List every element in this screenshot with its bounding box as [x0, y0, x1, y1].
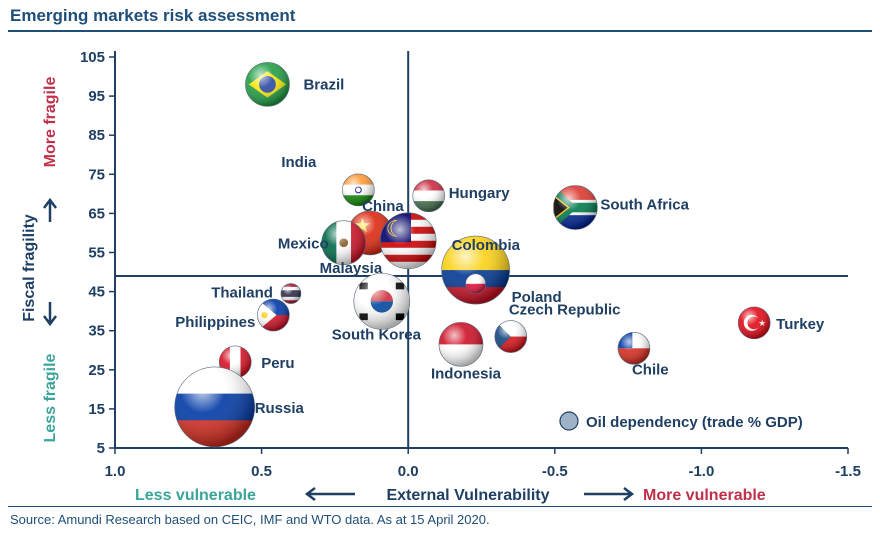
point-label-poland: Poland: [512, 289, 562, 306]
point-label-southkorea: South Korea: [332, 326, 422, 343]
point-label-chile: Chile: [632, 361, 669, 378]
data-point-india: [342, 173, 375, 207]
x-right-annotation: More vulnerable: [643, 487, 766, 504]
y-tick-label: 105: [80, 49, 105, 66]
x-axis-title: External Vulnerability: [386, 487, 549, 504]
title-divider: [8, 30, 872, 32]
y-tick-label: 35: [88, 323, 105, 340]
y-tick-label: 45: [88, 284, 105, 301]
point-label-brazil: Brazil: [303, 76, 344, 93]
x-left-annotation: Less vulnerable: [135, 487, 256, 504]
point-label-colombia: Colombia: [452, 237, 521, 254]
point-label-turkey: Turkey: [776, 316, 825, 333]
point-label-czech: Czech Republic: [509, 302, 621, 319]
y-top-annotation: More fragile: [42, 77, 59, 168]
point-label-russia: Russia: [255, 400, 305, 417]
y-bottom-annotation: Less fragile: [42, 353, 59, 442]
data-point-southafrica: [553, 185, 598, 230]
data-point-turkey: ★: [737, 306, 771, 340]
x-tick-label: 0.5: [251, 463, 272, 480]
arrow-right-icon: [584, 487, 635, 501]
data-point-indonesia: [438, 322, 484, 367]
x-tick-label: -0.5: [542, 463, 568, 480]
y-tick-label: 95: [88, 88, 105, 105]
source-note: Source: Amundi Research based on CEIC, I…: [10, 512, 490, 527]
data-point-poland: [465, 273, 486, 295]
x-tick-label: -1.5: [835, 463, 861, 480]
point-label-philippines: Philippines: [175, 314, 255, 331]
data-point-czech: [494, 320, 528, 353]
y-tick-label: 55: [88, 245, 105, 262]
data-point-philippines: [257, 298, 290, 332]
point-label-thailand: Thailand: [211, 285, 273, 302]
legend-label: Oil dependency (trade % GDP): [586, 414, 803, 431]
arrow-left-icon: [304, 487, 355, 501]
data-point-thailand: [280, 283, 302, 304]
data-point-southkorea: [353, 273, 411, 330]
point-label-india: India: [281, 154, 317, 171]
point-label-indonesia: Indonesia: [431, 365, 502, 382]
y-tick-label: 25: [88, 362, 105, 379]
x-tick-label: 1.0: [105, 463, 126, 480]
y-tick-label: 75: [88, 166, 105, 183]
point-label-hungary: Hungary: [449, 185, 511, 202]
data-point-hungary: [412, 179, 446, 213]
y-tick-label: 5: [97, 440, 105, 457]
data-point-brazil: [245, 62, 290, 107]
legend-bubble-icon: [559, 411, 579, 431]
x-tick-label: 0.0: [398, 463, 419, 480]
data-point-mexico: [321, 220, 366, 266]
point-label-southafrica: South Africa: [600, 197, 689, 214]
arrow-down-icon: [43, 302, 57, 327]
arrow-up-icon: [43, 197, 57, 222]
chart-title: Emerging markets risk assessment: [10, 6, 296, 25]
y-tick-label: 85: [88, 127, 105, 144]
point-label-peru: Peru: [261, 355, 294, 372]
y-tick-label: 15: [88, 401, 105, 418]
point-label-malaysia: Malaysia: [320, 260, 383, 277]
x-tick-label: -1.0: [688, 463, 714, 480]
point-label-china: China: [362, 198, 404, 215]
y-tick-label: 65: [88, 205, 105, 222]
footer-divider: [8, 506, 872, 507]
data-point-chile: [617, 331, 651, 365]
data-point-russia: [174, 366, 255, 448]
y-axis-title: Fiscal fragility: [21, 214, 38, 322]
data-point-malaysia: ☾: [379, 212, 437, 270]
point-label-mexico: Mexico: [278, 236, 329, 253]
